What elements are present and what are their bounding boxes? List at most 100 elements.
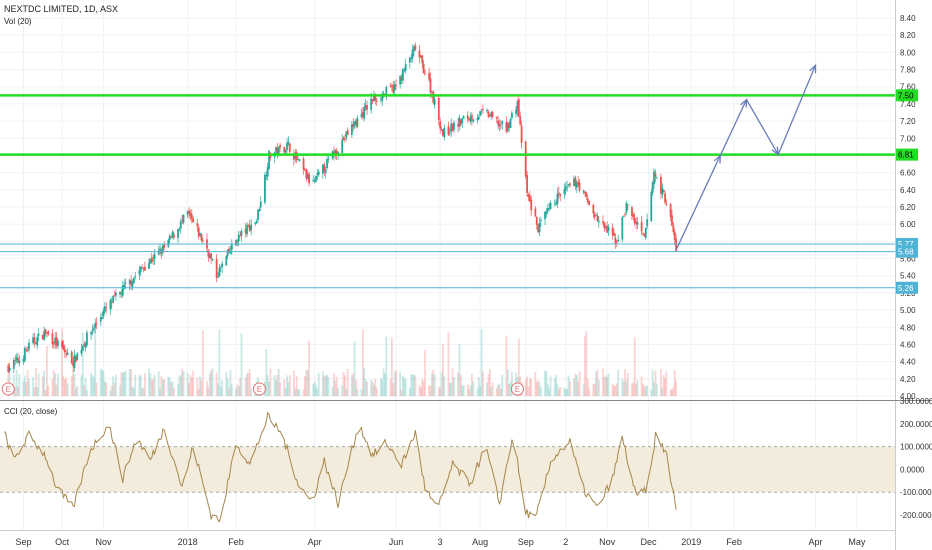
- volume-bar: [373, 384, 375, 396]
- candle-body: [304, 169, 306, 171]
- projection-segment[interactable]: [777, 64, 817, 155]
- candle-body: [447, 126, 450, 135]
- candle-body: [559, 193, 562, 196]
- time-tick-label: Feb: [726, 537, 742, 547]
- projection-segment[interactable]: [719, 99, 748, 156]
- volume-bar: [488, 368, 491, 396]
- volume-bar: [662, 375, 665, 396]
- volume-bar: [432, 369, 435, 396]
- earnings-event-marker[interactable]: [252, 382, 266, 396]
- volume-bar: [495, 388, 498, 396]
- candle-body: [313, 181, 316, 182]
- candle-body: [614, 237, 617, 244]
- candle-body: [264, 174, 266, 203]
- candle-body: [266, 166, 269, 177]
- candle-body: [344, 138, 346, 140]
- candle-body: [433, 99, 436, 105]
- volume-bar: [70, 375, 73, 396]
- volume-histogram: [7, 328, 678, 396]
- candlestick-series: [7, 42, 678, 375]
- level-tag-label: 5.26: [898, 284, 914, 293]
- candle-body: [669, 204, 672, 217]
- projection-segment[interactable]: [675, 155, 721, 251]
- candle-body: [178, 229, 181, 231]
- candle-body: [578, 182, 581, 191]
- volume-bar: [295, 375, 298, 396]
- candle-body: [505, 122, 508, 132]
- candle-body: [159, 248, 161, 252]
- price-tick-label: 4.80: [900, 323, 916, 332]
- volume-bar: [604, 375, 607, 396]
- candle-body: [28, 342, 30, 350]
- candle-body: [283, 146, 286, 153]
- volume-bar: [642, 383, 644, 396]
- volume-bar: [607, 373, 610, 396]
- time-axis[interactable]: Sep Oct Nov 2018 Feb Apr Jun 3 Aug Sep 2 Nov Dec 2019…: [15, 537, 865, 547]
- volume-bar: [18, 373, 21, 396]
- volume-bar: [617, 369, 620, 396]
- volume-bar: [524, 379, 527, 396]
- volume-bar: [672, 386, 675, 396]
- candle-body: [615, 241, 618, 243]
- earnings-event-marker[interactable]: [510, 382, 524, 396]
- candle-body: [288, 143, 291, 152]
- candle-body: [157, 250, 160, 255]
- projection-segment[interactable]: [745, 99, 779, 155]
- candle-body: [643, 233, 646, 237]
- candle-body: [585, 192, 588, 197]
- volume-bar: [57, 373, 59, 396]
- time-tick-label: Dec: [641, 537, 658, 547]
- candle-body: [466, 115, 469, 120]
- candle-body: [26, 350, 29, 351]
- price-axis[interactable]: 8.408.208.007.807.607.407.207.006.806.60…: [900, 14, 916, 401]
- candle-body: [207, 249, 210, 257]
- candle-body: [150, 257, 153, 262]
- volume-bar: [246, 373, 248, 396]
- volume-bar: [121, 372, 124, 396]
- volume-bar: [269, 368, 272, 396]
- volume-bar: [537, 380, 540, 396]
- candle-body: [363, 107, 366, 119]
- volume-bar: [92, 377, 95, 396]
- cci-tick-label: 0.0000: [900, 465, 925, 474]
- candle-body: [148, 262, 150, 269]
- volume-bar: [159, 389, 161, 396]
- level-tag-label: 7.50: [898, 91, 914, 100]
- candle-body: [549, 202, 552, 210]
- volume-bar: [283, 379, 286, 396]
- candle-body: [258, 209, 261, 212]
- volume-bar: [153, 374, 156, 396]
- volume-bar: [12, 374, 15, 396]
- candle-body: [402, 69, 404, 81]
- volume-bar: [323, 375, 326, 396]
- candle-body: [393, 84, 396, 91]
- volume-bar: [44, 389, 47, 396]
- candle-body: [248, 225, 251, 232]
- candle-body: [55, 337, 58, 347]
- volume-bar: [482, 371, 484, 396]
- volume-bar: [585, 330, 588, 396]
- candle-body: [350, 124, 353, 135]
- volume-bar: [337, 387, 339, 396]
- candle-body: [515, 109, 517, 114]
- candle-body: [664, 193, 666, 203]
- volume-bar: [99, 368, 102, 396]
- earnings-event-marker[interactable]: [1, 382, 15, 396]
- volume-bar: [577, 381, 580, 396]
- candle-body: [72, 361, 75, 367]
- cci-axis[interactable]: 300.0000 200.0000 100.0000 0.0000 -100.0000 -…: [900, 397, 932, 520]
- volume-bar: [384, 373, 386, 396]
- candle-body: [66, 352, 69, 356]
- candle-body: [586, 198, 589, 203]
- candle-body: [81, 345, 84, 351]
- candle-body: [410, 57, 413, 59]
- candle-body: [131, 282, 134, 287]
- volume-bar: [327, 377, 330, 396]
- candle-body: [167, 240, 170, 247]
- candle-body: [14, 360, 17, 362]
- candle-body: [537, 224, 540, 233]
- volume-bar: [539, 387, 542, 396]
- volume-bar: [170, 382, 173, 396]
- volume-bar: [148, 368, 150, 396]
